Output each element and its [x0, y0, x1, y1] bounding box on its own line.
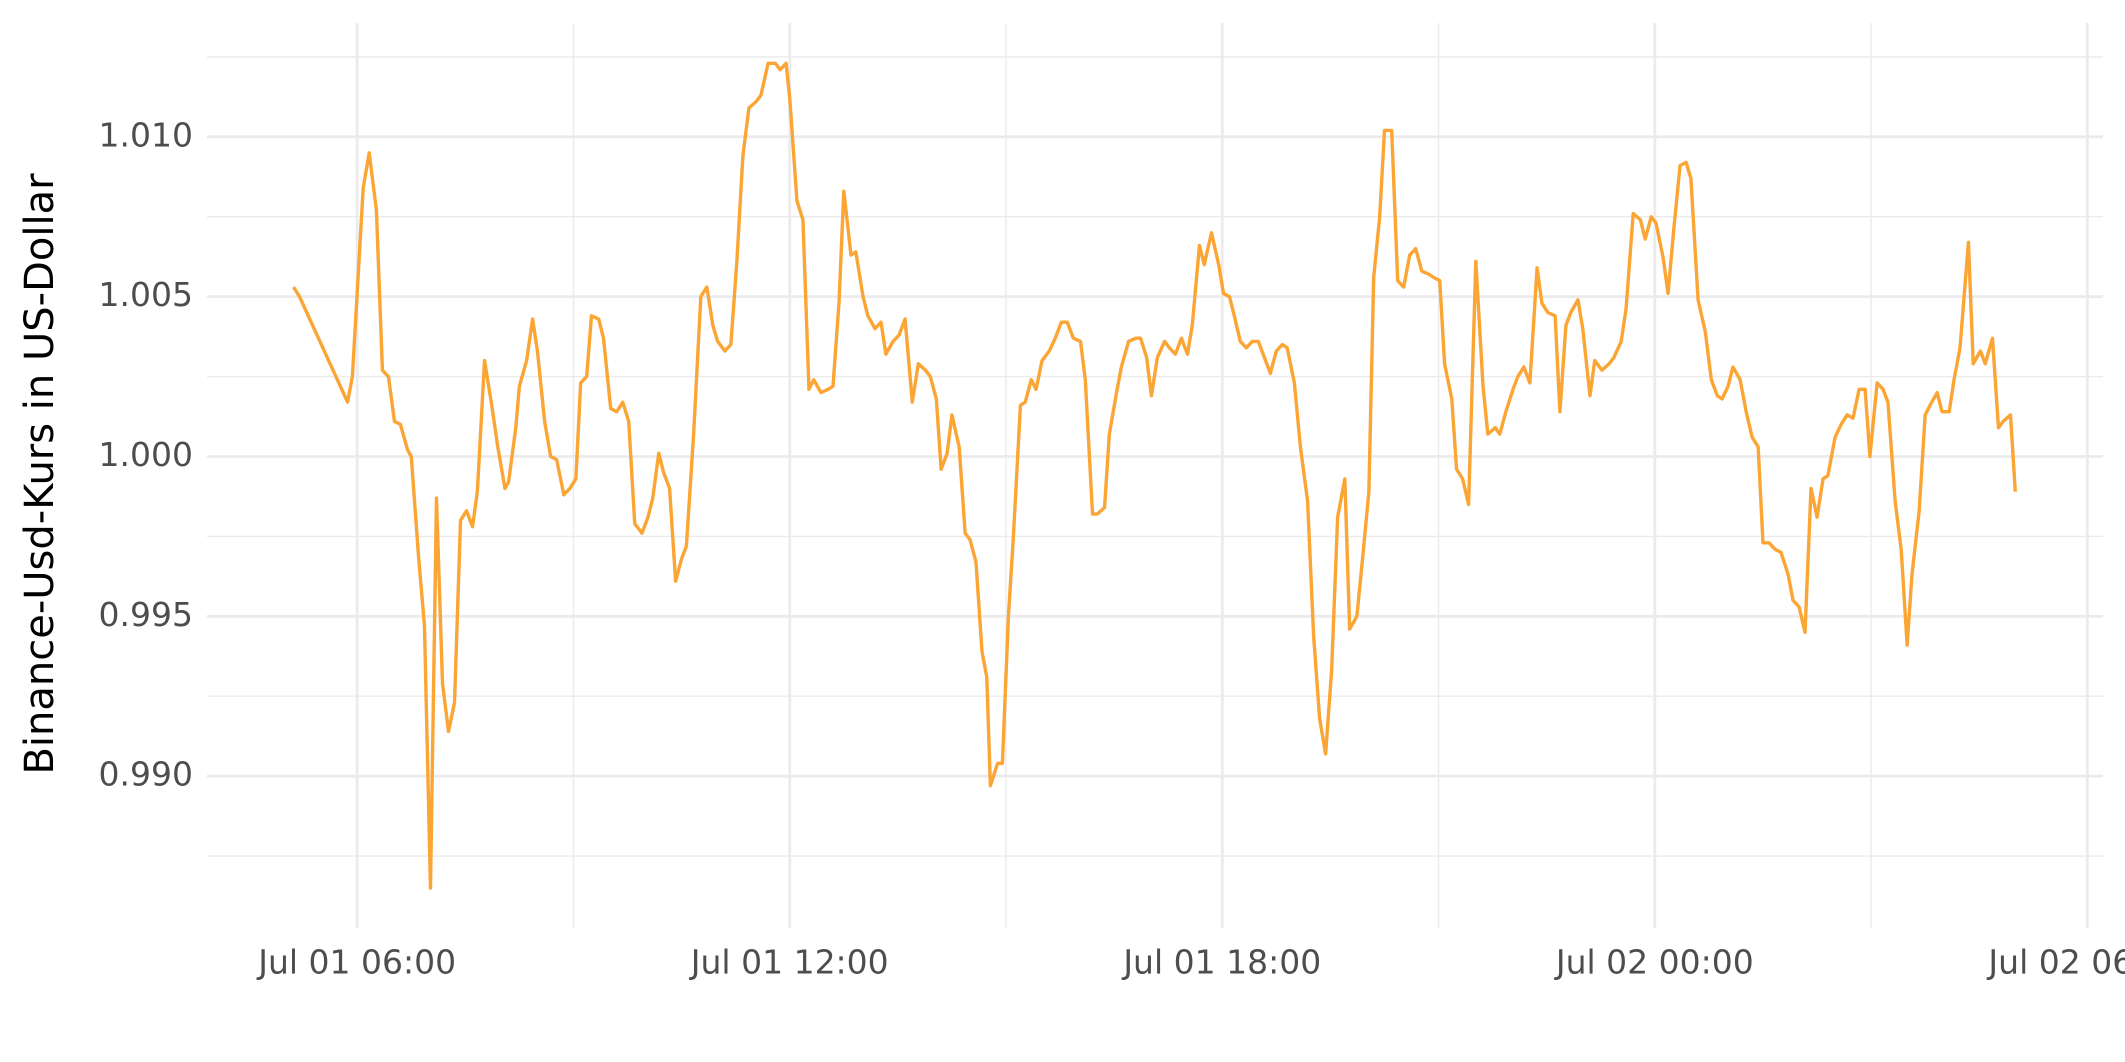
- y-tick-label: 1.000: [99, 435, 193, 474]
- x-tick-label: Jul 01 12:00: [689, 943, 889, 982]
- y-axis-title: Binance-Usd-Kurs in US-Dollar: [17, 173, 63, 775]
- y-tick-label: 0.990: [99, 755, 193, 794]
- x-tick-label: Jul 02 06:00: [1986, 943, 2125, 982]
- x-tick-label: Jul 01 06:00: [256, 943, 456, 982]
- y-tick-label: 0.995: [99, 595, 193, 634]
- price-line: [292, 61, 2017, 890]
- x-tick-label: Jul 02 00:00: [1554, 943, 1754, 982]
- y-tick-label: 1.005: [99, 275, 193, 314]
- y-tick-label: 1.010: [99, 115, 193, 154]
- grid: [207, 23, 2103, 928]
- x-tick-label: Jul 01 18:00: [1121, 943, 1321, 982]
